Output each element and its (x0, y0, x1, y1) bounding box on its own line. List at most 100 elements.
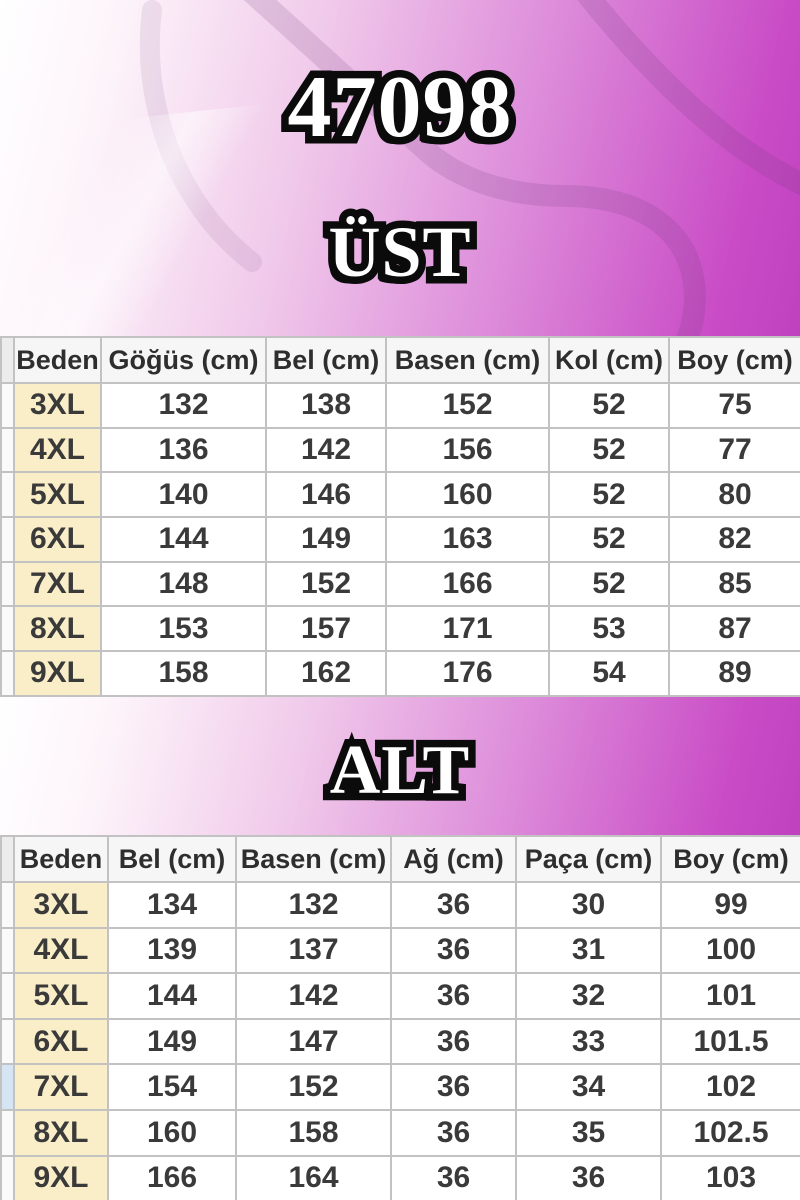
measurement-cell: 149 (107, 1017, 237, 1066)
measurement-cell: 176 (385, 650, 550, 697)
measurement-cell: 144 (100, 516, 267, 563)
measurement-cell: 139 (107, 926, 237, 975)
edge-sliver (0, 336, 15, 384)
measurement-cell: 142 (235, 972, 392, 1020)
edge-sliver (0, 926, 15, 975)
measurement-cell: 36 (390, 1154, 517, 1200)
measurement-cell: 156 (385, 426, 550, 474)
measurement-cell: 162 (265, 650, 387, 697)
table-row: 3XL 132 138 152 52 75 (0, 382, 800, 429)
edge-sliver (0, 605, 15, 653)
measurement-cell: 142 (265, 426, 387, 474)
measurement-cell: 149 (265, 516, 387, 563)
measurement-cell: 153 (100, 605, 267, 653)
measurement-cell: 75 (668, 382, 800, 429)
measurement-cell: 80 (668, 471, 800, 519)
measurement-cell: 35 (515, 1108, 662, 1157)
measurement-cell: 160 (107, 1108, 237, 1157)
table-row: 8XL 153 157 171 53 87 (0, 605, 800, 653)
table-row: 5XL 144 142 36 32 101 (0, 972, 800, 1020)
measurement-cell: 100 (660, 926, 800, 975)
column-header: Göğüs (cm) (100, 336, 267, 384)
measurement-cell: 148 (100, 560, 267, 608)
size-label-cell: 4XL (13, 426, 102, 474)
table-row: 7XL 154 152 36 34 102 (0, 1063, 800, 1111)
table-row: 6XL 144 149 163 52 82 (0, 516, 800, 563)
edge-sliver (0, 426, 15, 474)
measurement-cell: 33 (515, 1017, 662, 1066)
size-label-cell: 7XL (13, 560, 102, 608)
size-label-cell: 8XL (13, 605, 102, 653)
size-label-cell: 9XL (13, 650, 102, 697)
section-title-ust: ÜST (0, 216, 800, 288)
column-header: Beden (13, 835, 109, 883)
measurement-cell: 89 (668, 650, 800, 697)
table-row: 6XL 149 147 36 33 101.5 (0, 1017, 800, 1066)
measurement-cell: 36 (390, 926, 517, 975)
size-label-cell: 6XL (13, 516, 102, 563)
measurement-cell: 85 (668, 560, 800, 608)
edge-sliver (0, 1154, 15, 1200)
column-header: Beden (13, 336, 102, 384)
measurement-cell: 152 (265, 560, 387, 608)
table-row: 7XL 148 152 166 52 85 (0, 560, 800, 608)
header-row: Beden Göğüs (cm) Bel (cm) Basen (cm) Kol (cm… (0, 336, 800, 384)
alt-size-table: Beden Bel (cm) Basen (cm) Ağ (cm) Paça (cm) B… (0, 835, 800, 1200)
measurement-cell: 53 (548, 605, 670, 653)
measurement-cell: 164 (235, 1154, 392, 1200)
measurement-cell: 132 (100, 382, 267, 429)
measurement-cell: 140 (100, 471, 267, 519)
measurement-cell: 82 (668, 516, 800, 563)
measurement-cell: 144 (107, 972, 237, 1020)
measurement-cell: 160 (385, 471, 550, 519)
measurement-cell: 36 (390, 972, 517, 1020)
measurement-cell: 52 (548, 382, 670, 429)
measurement-cell: 32 (515, 972, 662, 1020)
size-label-cell: 7XL (13, 1063, 109, 1111)
measurement-cell: 154 (107, 1063, 237, 1111)
measurement-cell: 171 (385, 605, 550, 653)
edge-sliver (0, 382, 15, 429)
table-row: 5XL 140 146 160 52 80 (0, 471, 800, 519)
column-header: Boy (cm) (660, 835, 800, 883)
size-label-cell: 3XL (13, 382, 102, 429)
edge-sliver (0, 650, 15, 697)
size-label-cell: 3XL (13, 881, 109, 929)
size-label-cell: 5XL (13, 972, 109, 1020)
edge-sliver (0, 1108, 15, 1157)
measurement-cell: 101.5 (660, 1017, 800, 1066)
measurement-cell: 152 (235, 1063, 392, 1111)
size-label-cell: 6XL (13, 1017, 109, 1066)
header-row: Beden Bel (cm) Basen (cm) Ağ (cm) Paça (cm) B… (0, 835, 800, 883)
measurement-cell: 147 (235, 1017, 392, 1066)
column-header: Basen (cm) (385, 336, 550, 384)
edge-sliver (0, 881, 15, 929)
measurement-cell: 87 (668, 605, 800, 653)
measurement-cell: 158 (235, 1108, 392, 1157)
measurement-cell: 36 (390, 1017, 517, 1066)
measurement-cell: 31 (515, 926, 662, 975)
column-header: Boy (cm) (668, 336, 800, 384)
table-row: 9XL 166 164 36 36 103 (0, 1154, 800, 1200)
measurement-cell: 36 (515, 1154, 662, 1200)
measurement-cell: 166 (385, 560, 550, 608)
measurement-cell: 102.5 (660, 1108, 800, 1157)
column-header: Bel (cm) (265, 336, 387, 384)
measurement-cell: 36 (390, 1108, 517, 1157)
edge-sliver (0, 560, 15, 608)
table-row: 4XL 136 142 156 52 77 (0, 426, 800, 474)
measurement-cell: 34 (515, 1063, 662, 1111)
measurement-cell: 36 (390, 881, 517, 929)
measurement-cell: 136 (100, 426, 267, 474)
measurement-cell: 134 (107, 881, 237, 929)
measurement-cell: 102 (660, 1063, 800, 1111)
measurement-cell: 52 (548, 426, 670, 474)
measurement-cell: 30 (515, 881, 662, 929)
ust-size-table: Beden Göğüs (cm) Bel (cm) Basen (cm) Kol (cm… (0, 336, 800, 697)
column-header: Bel (cm) (107, 835, 237, 883)
measurement-cell: 137 (235, 926, 392, 975)
column-header: Basen (cm) (235, 835, 392, 883)
edge-sliver (0, 471, 15, 519)
measurement-cell: 103 (660, 1154, 800, 1200)
